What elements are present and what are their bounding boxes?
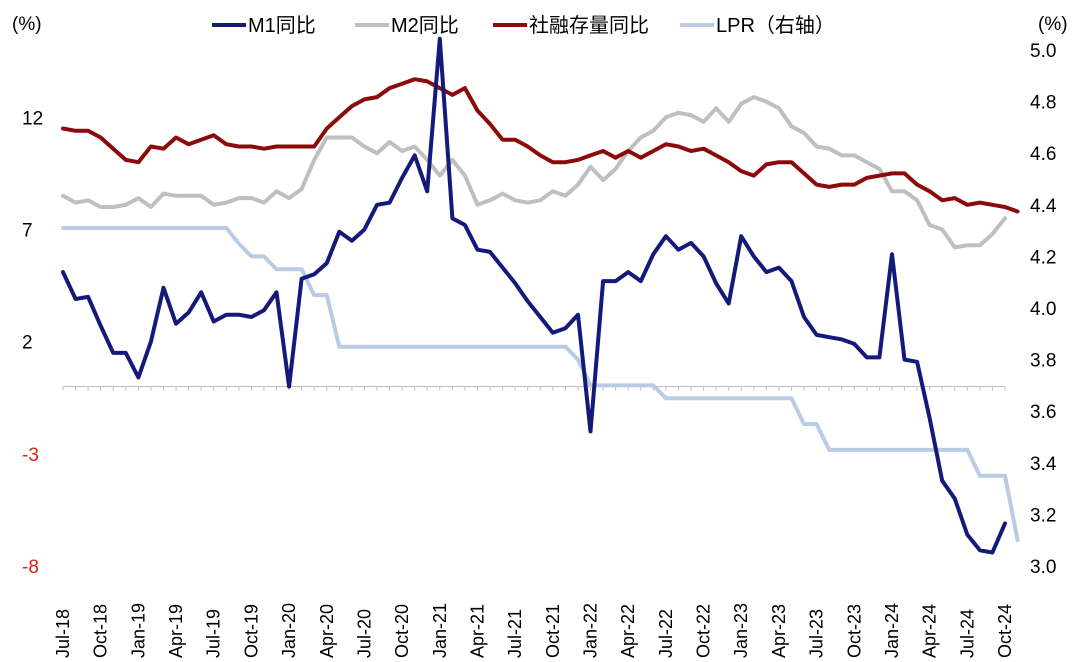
right-tick-label: 4.0 — [1030, 299, 1056, 320]
x-tick-label: Jul-21 — [505, 609, 525, 658]
x-axis: Jul-18 Oct-18 Jan-19 Apr-19 Jul-19 Oct-19 Jan-… — [53, 386, 1015, 658]
x-tick-label: Jan-24 — [882, 603, 902, 658]
x-tick-label: Jan-22 — [581, 603, 601, 658]
x-tick-label: Oct-21 — [543, 604, 563, 658]
legend-label: LPR（右轴） — [716, 14, 835, 37]
x-tick-label: Jan-23 — [731, 603, 751, 658]
right-tick-label: 3.8 — [1030, 351, 1056, 372]
x-tick-label: Jul-24 — [957, 609, 977, 658]
left-tick-label: -3 — [22, 445, 39, 466]
series-line-1 — [61, 95, 1007, 250]
right-tick-label: 3.2 — [1030, 505, 1056, 526]
x-tick-label: Jul-19 — [204, 609, 224, 658]
x-tick-label: Jul-18 — [53, 609, 73, 658]
x-tick-label: Jul-20 — [354, 609, 374, 658]
x-tick-label: Apr-23 — [769, 604, 789, 658]
x-tick-label: Oct-22 — [694, 604, 714, 658]
right-tick-label: 4.2 — [1030, 247, 1056, 268]
series-line-3 — [61, 226, 1020, 543]
x-tick-label: Oct-24 — [995, 604, 1015, 658]
right-tick-label: 4.4 — [1030, 196, 1057, 217]
right-axis: 5.0 4.8 4.6 4.4 4.2 4.0 3.8 3.6 3.4 3.2 3.0 — [1030, 41, 1057, 578]
x-tick-label: Jan-20 — [279, 603, 299, 658]
left-tick-label: 7 — [22, 220, 33, 241]
x-tick-label: Apr-19 — [166, 604, 186, 658]
right-tick-label: 3.0 — [1030, 557, 1056, 578]
left-axis-unit: (%) — [12, 14, 42, 35]
right-tick-label: 5.0 — [1030, 41, 1056, 62]
x-tick-label: Oct-19 — [241, 604, 261, 658]
legend-label: M2同比 — [391, 14, 459, 37]
right-tick-label: 3.4 — [1030, 454, 1057, 475]
x-tick-label: Apr-21 — [467, 604, 487, 658]
x-tick-label: Oct-20 — [392, 604, 412, 658]
x-tick-label: Oct-23 — [844, 604, 864, 658]
right-tick-label: 4.8 — [1030, 93, 1056, 114]
right-axis-unit: (%) — [1038, 14, 1068, 35]
x-tick-label: Apr-20 — [317, 604, 337, 658]
x-tick-label: Oct-18 — [91, 604, 111, 658]
x-tick-label: Apr-24 — [920, 604, 940, 658]
series-line-2 — [61, 77, 1020, 214]
legend: M1同比 M2同比 社融存量同比 LPR（右轴） — [212, 14, 835, 37]
legend-label: 社融存量同比 — [529, 14, 649, 37]
left-tick-label: 2 — [22, 333, 33, 354]
x-tick-label: Jan-21 — [430, 603, 450, 658]
x-tick-label: Jul-23 — [807, 609, 827, 658]
right-tick-label: 4.6 — [1030, 144, 1056, 165]
series-group — [61, 36, 1020, 555]
x-tick-label: Jul-22 — [656, 609, 676, 658]
x-tick-label: Apr-22 — [618, 604, 638, 658]
legend-label: M1同比 — [248, 14, 316, 37]
series-line-0 — [61, 36, 1007, 555]
left-axis: 12 7 2 -3 -8 — [22, 108, 43, 578]
left-tick-label: 12 — [22, 108, 43, 129]
x-tick-label: Jan-19 — [128, 603, 148, 658]
right-tick-label: 3.6 — [1030, 402, 1056, 423]
left-tick-label: -8 — [22, 557, 39, 578]
